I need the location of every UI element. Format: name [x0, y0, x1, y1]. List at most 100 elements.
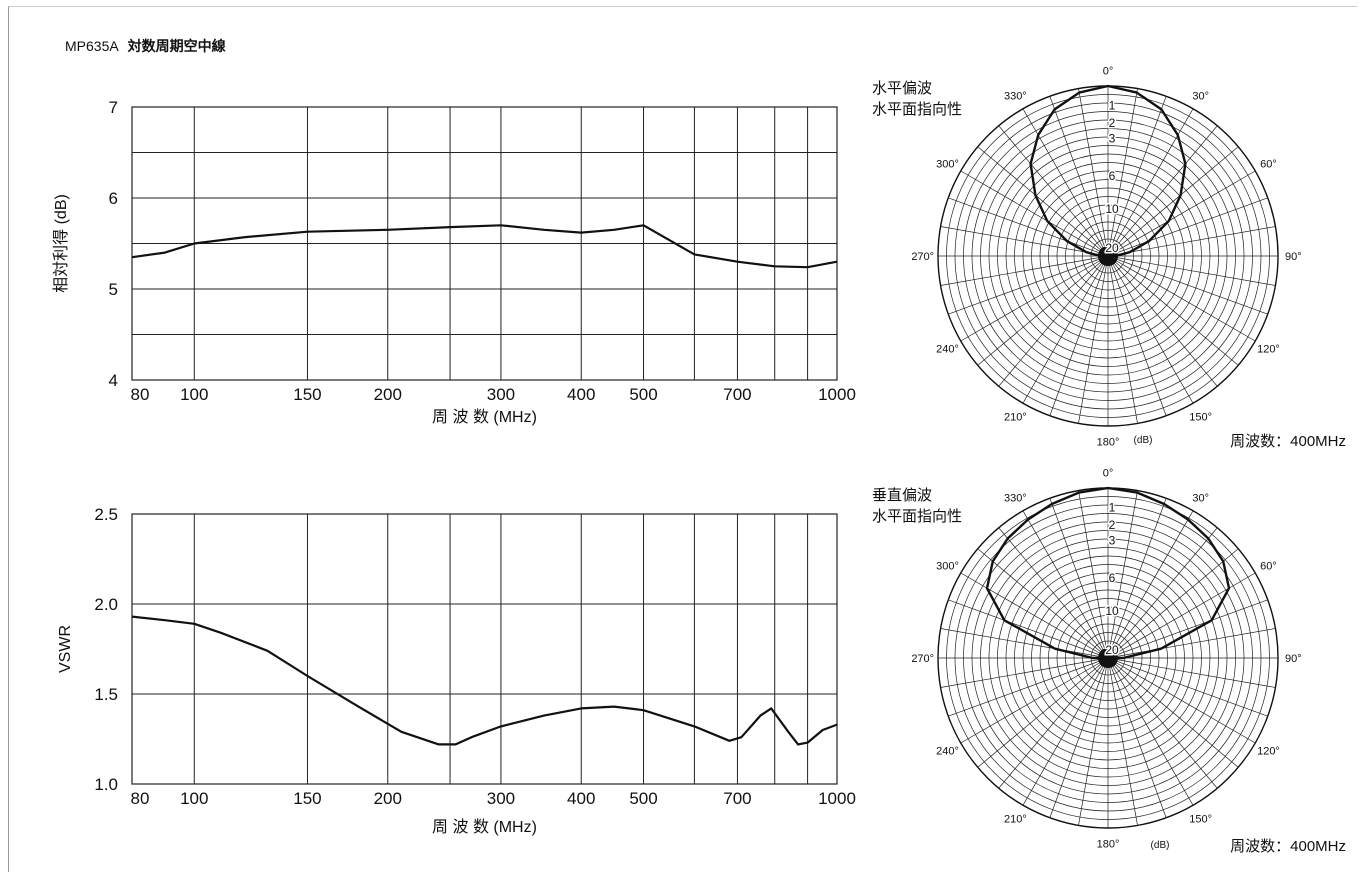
- chart2-x-tick-label: 80: [131, 789, 150, 808]
- chart1-x-tick-label: 1000: [818, 385, 856, 404]
- chart2-y-axis-label: VSWR: [57, 625, 74, 673]
- polar2-angle-label: 270°: [911, 653, 934, 665]
- polar1-angle-label: 210°: [1004, 411, 1027, 423]
- polar1-angle-label: 90°: [1285, 251, 1302, 263]
- polar2-angle-label: 210°: [1004, 813, 1027, 825]
- polar2-spoke: [1107, 657, 1276, 688]
- polar1-unit-label: (dB): [1134, 435, 1153, 446]
- polar1-spoke: [1107, 96, 1167, 257]
- chart1-x-tick-label: 80: [131, 385, 150, 404]
- polar2-spoke: [1049, 498, 1109, 659]
- polar2-spoke: [998, 527, 1109, 659]
- polar1-spoke: [1107, 88, 1138, 257]
- polar1-subtitle: 水平面指向性: [872, 101, 962, 118]
- polar1-spoke: [1107, 255, 1268, 315]
- polar2-spoke: [1107, 657, 1194, 806]
- chart1-x-tick-label: 100: [180, 385, 208, 404]
- polar2-subtitle: 水平面指向性: [872, 508, 962, 525]
- polar2-spoke: [1107, 657, 1239, 768]
- polar1-spoke: [1049, 96, 1109, 257]
- polar2-angle-label: 300°: [936, 560, 959, 572]
- polar2-spoke: [1107, 490, 1138, 659]
- chart1-x-tick-label: 200: [374, 385, 402, 404]
- polar2-spoke: [977, 657, 1109, 768]
- polar1-pattern-line: [1029, 84, 1187, 258]
- polar2-spoke: [948, 599, 1109, 659]
- polar2-spoke: [1107, 599, 1268, 659]
- polar2-spoke: [1078, 490, 1109, 659]
- polar1-spoke: [1107, 255, 1256, 342]
- polar1-angle-label: 150°: [1189, 411, 1212, 423]
- polar2-spoke: [1107, 657, 1218, 789]
- polar2-pattern-line: [985, 486, 1231, 660]
- polar2-spoke: [1107, 572, 1256, 659]
- polar2-angle-label: 150°: [1189, 813, 1212, 825]
- polar2-spoke: [1107, 527, 1218, 659]
- polar2-radial-label: 2: [1109, 518, 1116, 532]
- polar2-spoke: [1107, 657, 1256, 744]
- polar2-radial-label: 10: [1105, 604, 1119, 618]
- polar1-spoke: [940, 255, 1109, 286]
- polar1-spoke: [940, 226, 1109, 257]
- polar1-spoke: [1022, 108, 1109, 257]
- polar1-spoke: [1107, 255, 1194, 404]
- polar1-spoke: [960, 255, 1109, 342]
- polar1-angle-label: 60°: [1260, 158, 1277, 170]
- chart2-x-tick-label: 700: [723, 789, 751, 808]
- polar2-spoke: [1107, 510, 1194, 659]
- polar1-spoke: [1107, 197, 1268, 257]
- chart1-y-tick-label: 7: [109, 98, 118, 117]
- chart1-y-tick-label: 5: [109, 280, 118, 299]
- polar1-angle-label: 330°: [1004, 91, 1027, 103]
- polar1-angle-label: 180°: [1097, 436, 1120, 448]
- chart1-y-tick-label: 6: [109, 189, 118, 208]
- polar1-spoke: [998, 125, 1109, 257]
- polar1-spoke: [1107, 146, 1239, 257]
- chart1-y-axis-label: 相対利得 (dB): [52, 194, 70, 293]
- polar2-spoke: [940, 657, 1109, 688]
- chart1-x-tick-label: 700: [723, 385, 751, 404]
- polar2-spoke: [1107, 628, 1276, 659]
- page-title: MP635A 対数周期空中線: [65, 36, 226, 56]
- polar2-spoke: [998, 657, 1109, 789]
- polar1-radial-label: 2: [1109, 116, 1116, 130]
- chart2-x-tick-label: 400: [567, 789, 595, 808]
- chart2-x-tick-label: 500: [629, 789, 657, 808]
- polar1-spoke: [1107, 255, 1218, 387]
- polar1-radial-label: 6: [1109, 169, 1116, 183]
- polar1-spoke: [1107, 255, 1239, 366]
- polar2-angle-label: 330°: [1004, 493, 1027, 505]
- polar1-spoke: [948, 197, 1109, 257]
- polar2-spoke: [960, 657, 1109, 744]
- polar2-spoke: [1107, 657, 1268, 717]
- polar1-title: 水平偏波: [872, 80, 932, 97]
- polar2-spoke: [1078, 657, 1109, 826]
- polar2-spoke: [1107, 657, 1167, 818]
- polar2-spoke: [1107, 498, 1167, 659]
- polar2-radial-label: 3: [1109, 534, 1116, 548]
- polar1-spoke: [998, 255, 1109, 387]
- polar1-spoke: [977, 255, 1109, 366]
- polar1-angle-label: 270°: [911, 251, 934, 263]
- polar1-spoke: [1107, 255, 1138, 424]
- chart2-frame: [131, 513, 838, 785]
- polar1-spoke: [1078, 255, 1109, 424]
- chart2-x-tick-label: 200: [374, 789, 402, 808]
- polar1-spoke: [948, 255, 1109, 315]
- polar2-angle-label: 180°: [1097, 838, 1120, 850]
- polar1-radial-label: 20: [1105, 241, 1119, 255]
- polar1-spoke: [1107, 125, 1218, 257]
- polar1-spoke: [1107, 255, 1276, 286]
- chart2-y-tick-label: 1.0: [94, 775, 118, 794]
- polar2-spoke: [960, 572, 1109, 659]
- chart1-x-axis-label: 周 波 数 (MHz): [432, 408, 537, 426]
- model-number: MP635A: [65, 38, 119, 54]
- polar1-radial-label: 1: [1109, 99, 1116, 113]
- polar2-spoke: [1022, 510, 1109, 659]
- polar1-spoke: [1022, 255, 1109, 404]
- chart1-x-tick-label: 300: [487, 385, 515, 404]
- polar1-angle-label: 240°: [936, 344, 959, 356]
- chart2-x-tick-label: 300: [487, 789, 515, 808]
- polar2-angle-label: 120°: [1257, 746, 1280, 758]
